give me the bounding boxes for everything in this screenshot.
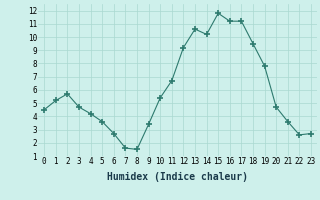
- X-axis label: Humidex (Indice chaleur): Humidex (Indice chaleur): [107, 172, 248, 182]
